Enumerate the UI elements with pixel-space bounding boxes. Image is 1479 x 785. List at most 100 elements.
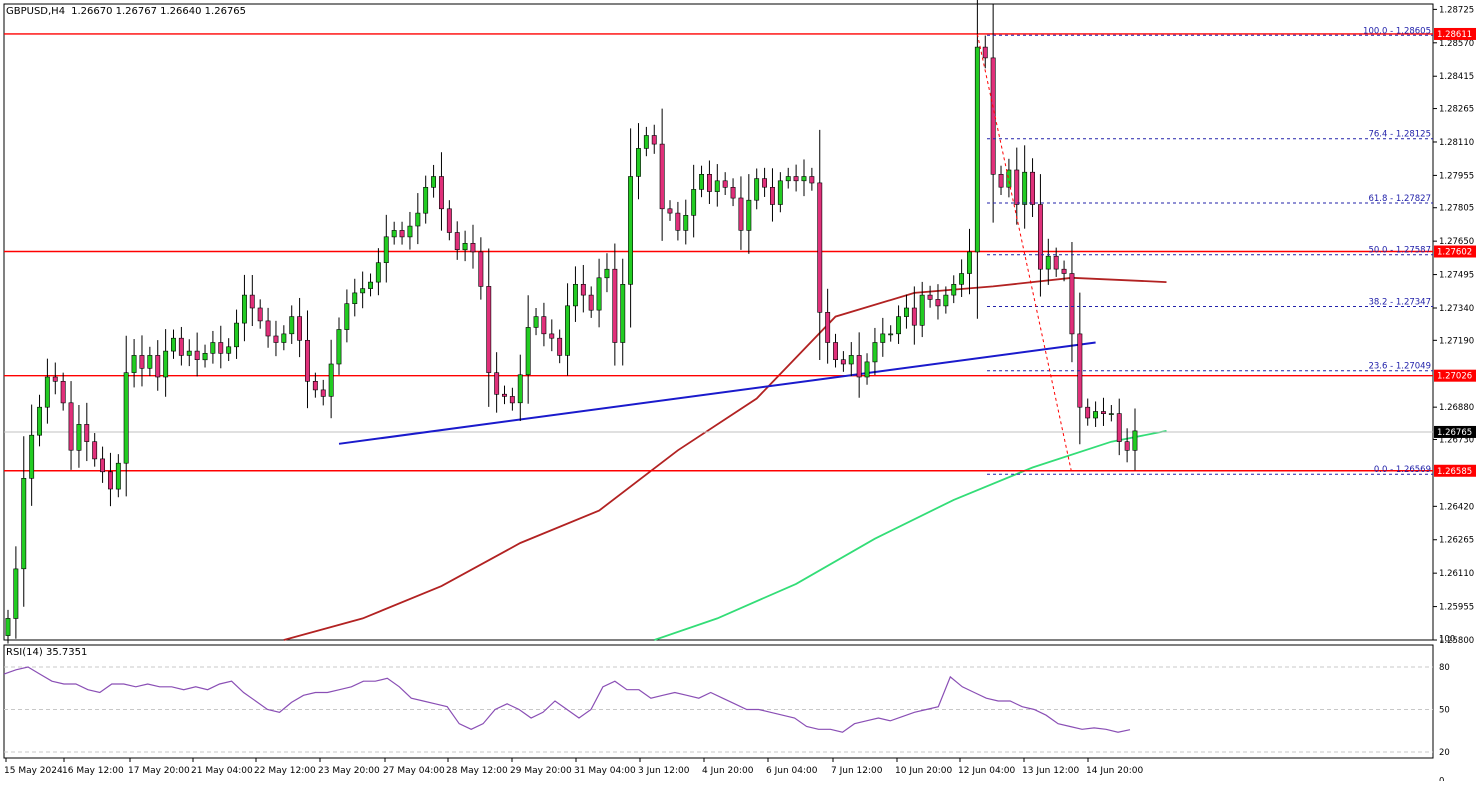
bear-candle [68, 402, 74, 451]
bull-candle [525, 327, 531, 376]
bull-candle [643, 135, 649, 149]
bear-candle [612, 268, 618, 343]
fib-level-label: 100.0 - 1.28605 [1363, 26, 1431, 36]
bear-candle [549, 333, 555, 339]
resistance-price-tag [1434, 464, 1476, 477]
bear-candle [998, 174, 1004, 188]
current-price-label: 1.26765 [1437, 428, 1472, 438]
bull-candle [242, 294, 247, 324]
bear-candle [218, 342, 224, 354]
time-tick-label: 13 Jun 12:00 [1022, 766, 1079, 776]
rsi-level-label: 50 [1439, 706, 1450, 716]
bull-candle [344, 303, 350, 330]
chart-header: GBPUSD,H4 1.26670 1.26767 1.26640 1.26765 [6, 6, 246, 17]
price-tick-label: 1.27805 [1439, 204, 1474, 214]
bull-candle [943, 294, 949, 307]
bear-candle [438, 176, 444, 210]
bear-candle [155, 355, 161, 378]
bull-candle [565, 305, 571, 356]
bull-candle [1006, 169, 1012, 188]
fib-level-label: 50.0 - 1.27587 [1368, 246, 1431, 256]
bull-candle [415, 212, 421, 227]
ma-fast-line [654, 430, 1167, 641]
price-tick-label: 1.26420 [1439, 502, 1474, 512]
bear-candle [320, 389, 326, 397]
bull-candle [37, 406, 43, 436]
bear-candle [1085, 406, 1091, 419]
time-tick-label: 21 May 04:00 [191, 766, 253, 776]
bear-candle [809, 176, 815, 184]
bear-candle [1030, 171, 1036, 205]
bear-candle [825, 311, 831, 343]
bull-candle [281, 333, 287, 343]
rsi-level-label: 80 [1439, 663, 1450, 673]
symbol-label: GBPUSD,H4 [6, 6, 65, 17]
bull-candle [423, 187, 429, 214]
bull-candle [620, 283, 626, 343]
price-tick-label: 1.27340 [1439, 304, 1474, 314]
bear-candle [911, 307, 917, 326]
bear-candle [675, 212, 681, 231]
bear-candle [494, 372, 500, 395]
bear-candle [982, 46, 988, 59]
bull-candle [1093, 411, 1099, 419]
bear-candle [178, 337, 184, 356]
bear-candle [817, 182, 823, 313]
price-tick-label: 1.28415 [1439, 72, 1474, 82]
price-tick-label: 1.26880 [1439, 403, 1474, 413]
bull-candle [699, 174, 705, 190]
fib-level-label: 38.2 - 1.27347 [1368, 297, 1431, 307]
bull-candle [517, 374, 523, 404]
price-pane-frame [3, 3, 1434, 641]
ohlc-label: 1.26670 1.26767 1.26640 1.26765 [71, 6, 246, 17]
bull-candle [336, 329, 342, 365]
bull-candle [431, 176, 436, 188]
rsi-pane-frame [3, 644, 1434, 759]
time-tick-label: 23 May 20:00 [318, 766, 380, 776]
bull-candle [746, 199, 752, 231]
resistance-price-tag [1434, 369, 1476, 382]
fib-level-label: 76.4 - 1.28125 [1368, 130, 1431, 140]
bear-candle [100, 458, 106, 473]
bear-candle [108, 471, 113, 490]
rsi-label: RSI(14) 35.7351 [6, 647, 87, 658]
price-tick-label: 1.26265 [1439, 536, 1474, 546]
bear-candle [446, 208, 452, 233]
bear-candle [92, 441, 98, 460]
price-tick-label: 1.25955 [1439, 603, 1474, 613]
bull-candle [604, 268, 610, 279]
bull-candle [407, 225, 413, 238]
bull-candle [115, 462, 121, 490]
bear-candle [312, 380, 318, 391]
bull-candle [163, 350, 169, 378]
bull-candle [533, 316, 539, 328]
current-price-tag [1434, 425, 1476, 438]
bear-candle [486, 286, 492, 373]
bear-candle [84, 424, 90, 442]
bear-candle [1053, 255, 1059, 270]
bull-candle [186, 350, 192, 356]
bear-candle [304, 339, 310, 382]
fib-level-label: 0.0 - 1.26569 [1374, 465, 1431, 475]
bear-candle [194, 350, 200, 361]
bear-candle [833, 342, 839, 361]
time-tick-label: 10 Jun 20:00 [895, 766, 952, 776]
bear-candle [927, 294, 933, 300]
bear-candle [501, 393, 507, 397]
bull-candle [13, 568, 19, 619]
resistance-price-tag [1434, 27, 1476, 40]
bull-candle [328, 363, 334, 397]
bear-candle [738, 197, 744, 231]
bear-candle [557, 337, 563, 356]
rsi-level-label: 100 [1439, 635, 1455, 645]
bull-candle [959, 273, 965, 285]
time-tick-label: 7 Jun 12:00 [831, 766, 883, 776]
bull-candle [1108, 413, 1114, 415]
bull-candle [880, 333, 886, 343]
bear-candle [651, 135, 657, 145]
bull-candle [352, 292, 358, 304]
bear-candle [722, 180, 728, 188]
bear-candle [470, 243, 476, 253]
time-tick-label: 12 Jun 04:00 [958, 766, 1015, 776]
bull-candle [123, 372, 129, 464]
